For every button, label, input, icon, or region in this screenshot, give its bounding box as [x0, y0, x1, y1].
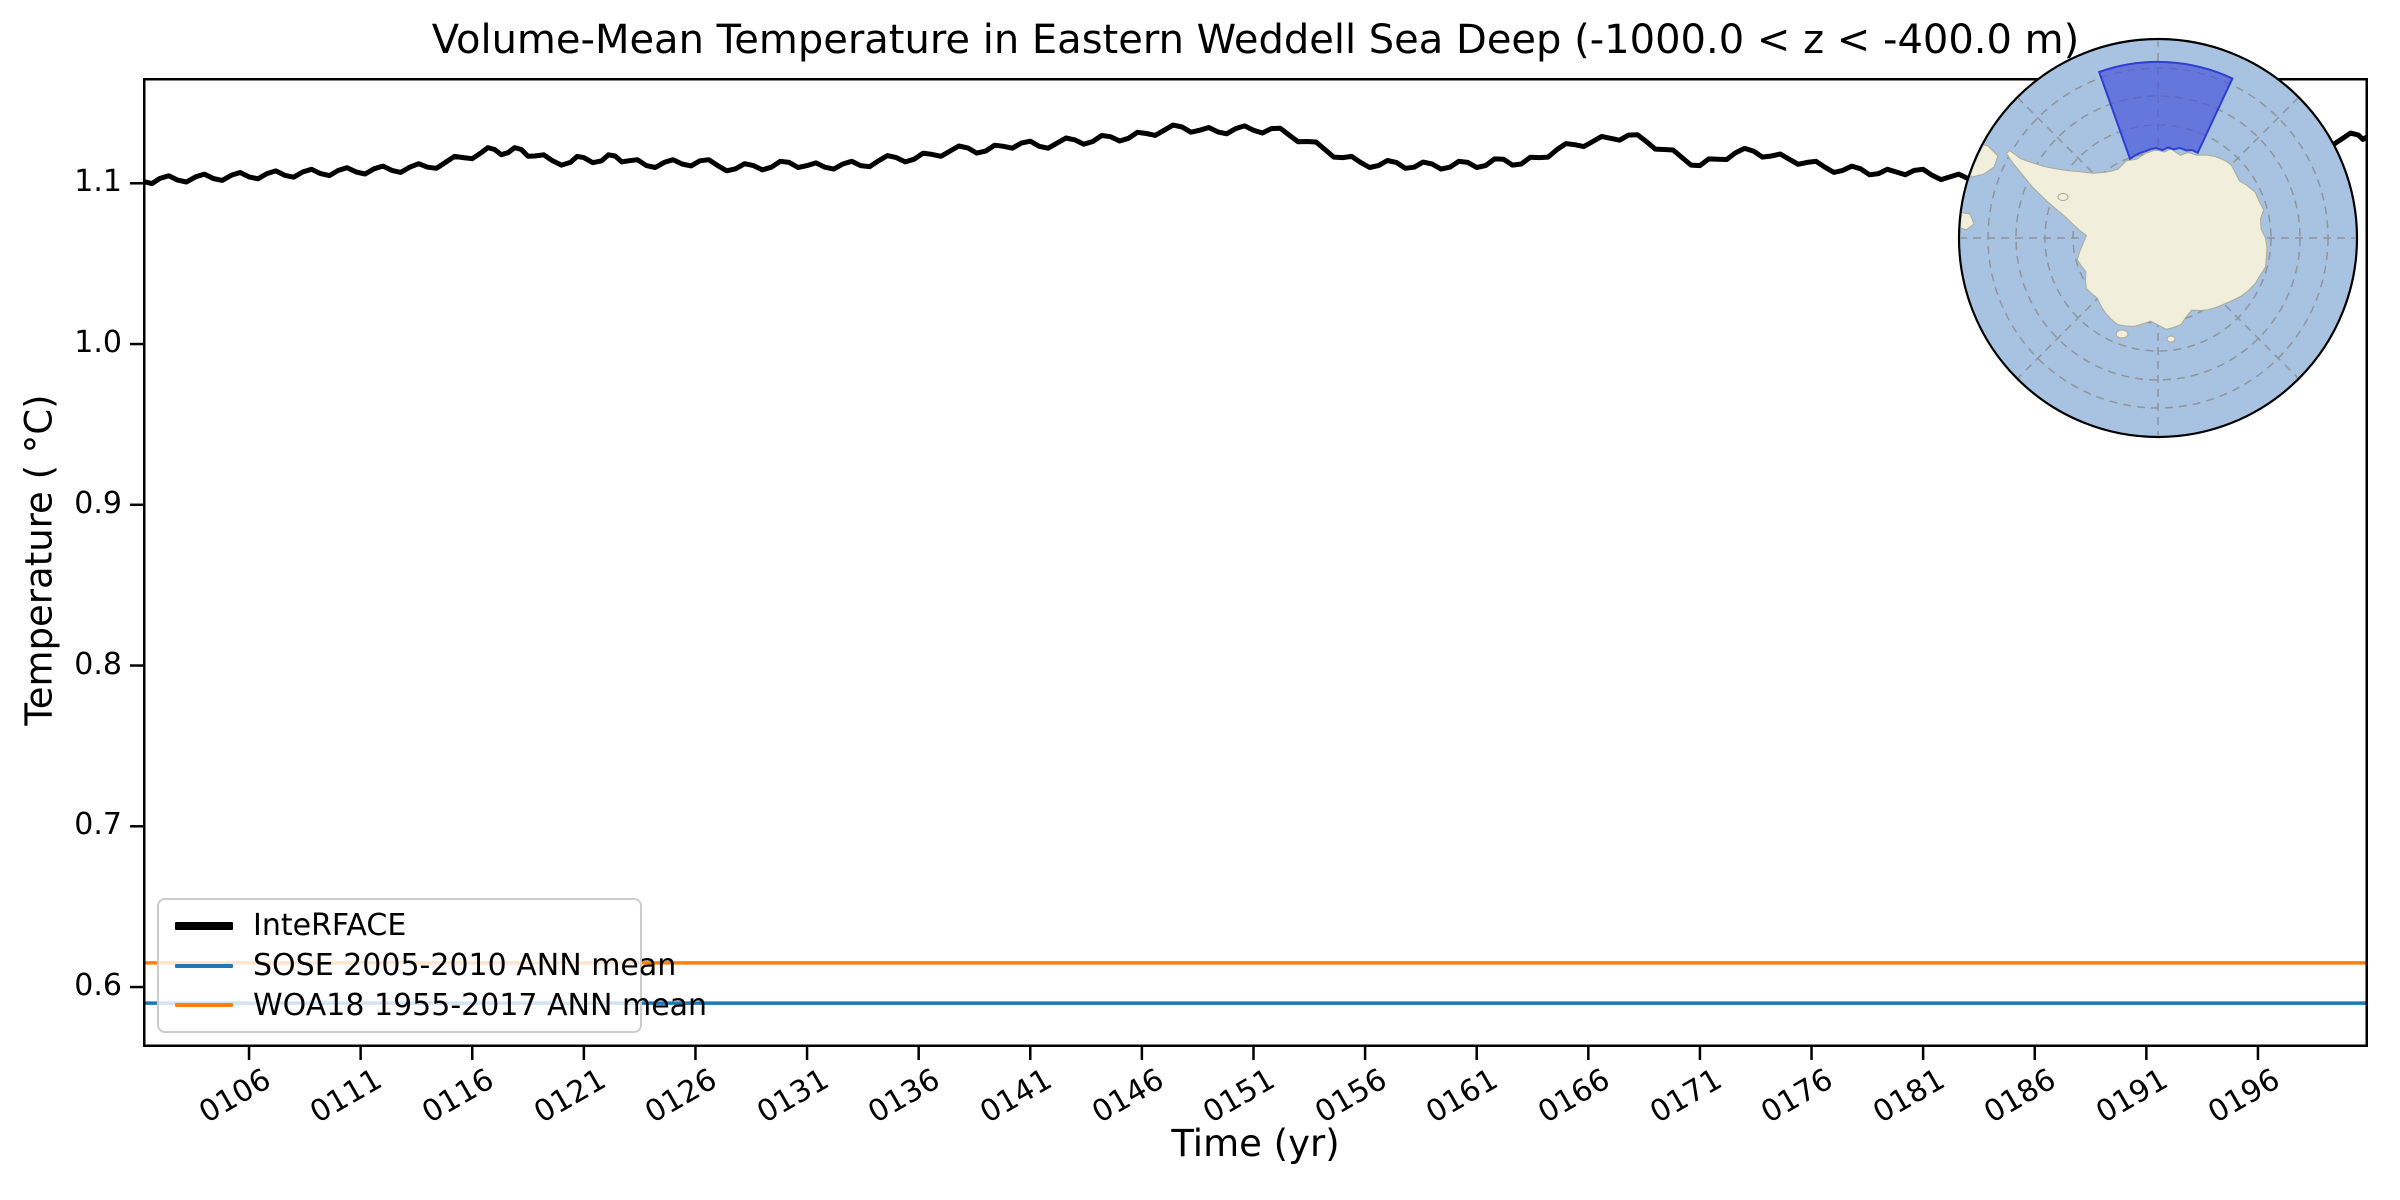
y-tick-label: 0.9 — [74, 485, 122, 521]
legend: InteRFACE SOSE 2005-2010 ANN mean WOA18 … — [157, 898, 707, 1033]
map-border-circle — [1957, 37, 2359, 439]
legend-item-woa18: WOA18 1955-2017 ANN mean — [175, 985, 707, 1025]
legend-label-sose: SOSE 2005-2010 ANN mean — [253, 948, 677, 983]
y-tick-label: 1.1 — [74, 164, 122, 200]
y-tick-label: 0.8 — [74, 646, 122, 682]
legend-item-sose: SOSE 2005-2010 ANN mean — [175, 946, 676, 986]
interface-line-swatch — [175, 921, 233, 930]
y-axis-label: Temperature ( °C) — [17, 394, 61, 726]
y-tick-label: 0.6 — [74, 968, 122, 1004]
x-axis-label: Time (yr) — [1171, 1122, 1340, 1165]
islet-2 — [2115, 329, 2129, 339]
sose-line-swatch — [175, 963, 233, 968]
legend-item-interface: InteRFACE — [175, 906, 630, 946]
weddell-region-wedge — [2097, 60, 2234, 161]
antarctica-map-inset — [1957, 37, 2359, 439]
chart-title: Volume-Mean Temperature in Eastern Wedde… — [431, 17, 2080, 63]
small-island-west — [1960, 211, 1975, 231]
islet-1 — [2057, 193, 2069, 201]
y-tick-label: 0.7 — [74, 807, 122, 843]
legend-label-interface: InteRFACE — [253, 908, 407, 944]
islet-3 — [2166, 335, 2176, 343]
woa18-line-swatch — [175, 1003, 233, 1008]
y-tick-label: 1.0 — [74, 325, 122, 361]
legend-label-woa18: WOA18 1955-2017 ANN mean — [253, 987, 708, 1023]
plot-spines — [143, 78, 2368, 1047]
